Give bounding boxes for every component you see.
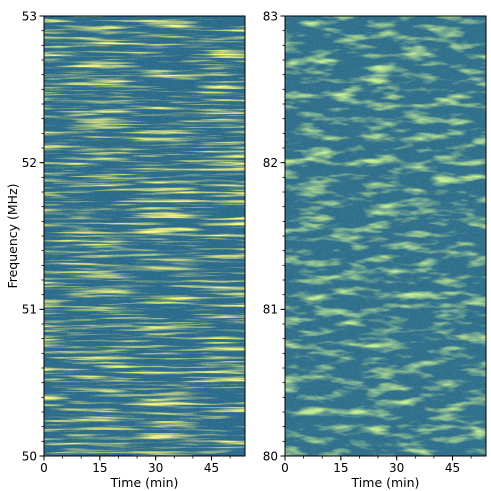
left-x-tick-label: 30	[148, 461, 163, 475]
y-axis-label: Frequency (MHz)	[5, 183, 20, 288]
right-y-tick-label: 83	[263, 9, 278, 23]
left-heatmap-texture	[44, 16, 245, 456]
right-x-tick-label: 15	[333, 461, 348, 475]
left-y-tick-label: 52	[22, 156, 37, 170]
right-x-tick-label: 0	[281, 461, 289, 475]
right-y-tick-label: 80	[263, 449, 278, 463]
left-x-axis-label: Time (min)	[110, 475, 179, 490]
left-panel: 0 15 30 45 50 51 52 53 Time (min) Frequency (M…	[5, 9, 246, 490]
right-x-axis-label: Time (min)	[351, 475, 420, 490]
left-x-tick-label: 15	[92, 461, 107, 475]
right-x-tick-label: 30	[389, 461, 404, 475]
right-heatmap-texture	[285, 16, 486, 456]
right-y-tick-label: 82	[263, 156, 278, 170]
left-x-tick-label: 45	[204, 461, 219, 475]
right-x-tick-label: 45	[445, 461, 460, 475]
left-x-tick-label: 0	[40, 461, 48, 475]
left-y-tick-label: 50	[22, 449, 37, 463]
left-y-tick-label: 53	[22, 9, 37, 23]
right-y-tick-label: 81	[263, 303, 278, 317]
left-y-tick-label: 51	[22, 303, 37, 317]
right-panel: 0 15 30 45 80 81 82 83 Time (min)	[263, 9, 487, 490]
